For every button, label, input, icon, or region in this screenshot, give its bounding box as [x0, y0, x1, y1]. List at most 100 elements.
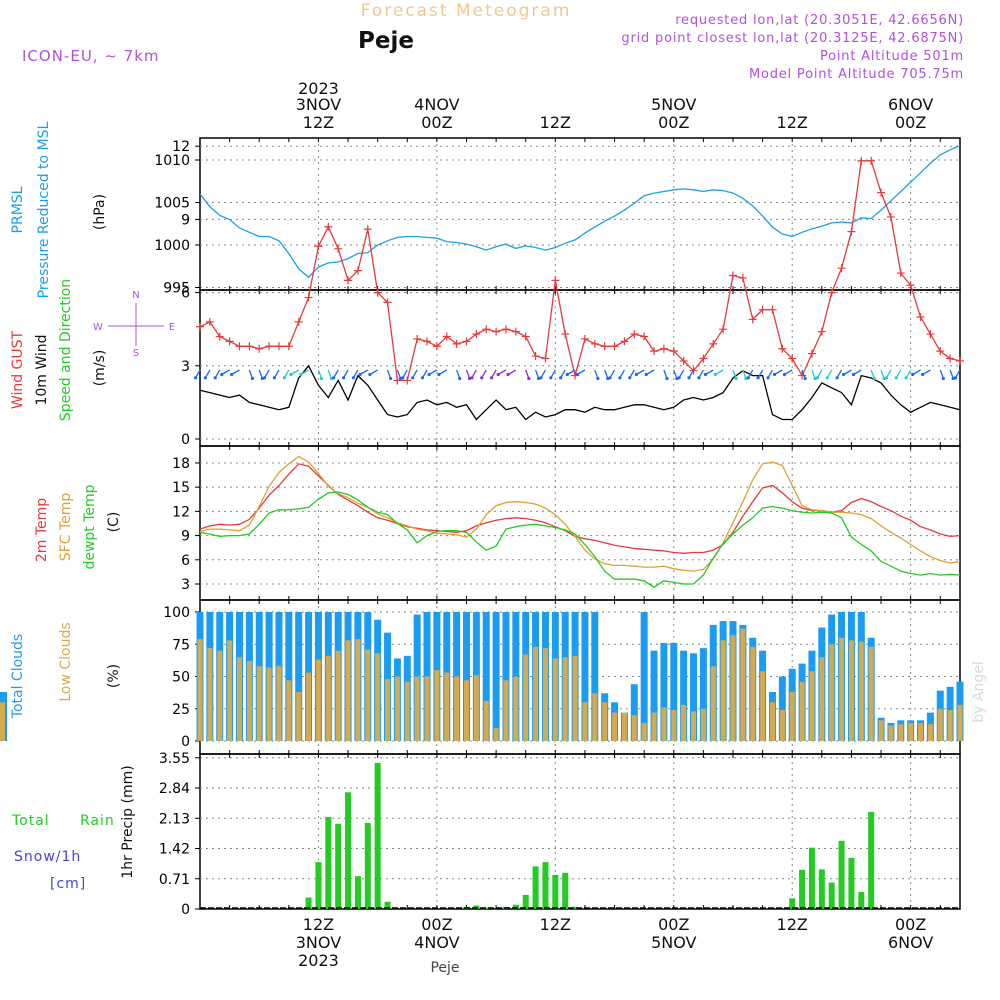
wind-direction-head — [677, 376, 681, 380]
total-cloud-bar — [670, 642, 678, 741]
panel-frame-1 — [199, 289, 961, 447]
low-cloud-bar — [612, 712, 618, 741]
gust-line-point — [531, 352, 540, 361]
rain-bar — [384, 901, 391, 909]
temp-label-2: SFC Temp — [58, 493, 74, 562]
wind-direction-head — [634, 372, 638, 377]
wind-direction-head — [953, 376, 958, 380]
ytick-label: 12 — [172, 139, 190, 155]
gust-line-point — [225, 337, 234, 346]
low-cloud-bar — [572, 655, 578, 741]
gust-line-point — [334, 244, 343, 253]
wind-direction-head — [332, 376, 336, 380]
low-cloud-bar — [918, 722, 924, 741]
chart-title: Forecast Meteogram — [361, 1, 572, 21]
total-cloud-bar — [690, 653, 698, 741]
wind-direction-head — [835, 376, 839, 380]
gust-line-point — [501, 325, 510, 334]
sfc-temp-line — [199, 455, 961, 572]
low-cloud-bar — [621, 712, 627, 741]
time-label-bottom: 00Z — [658, 915, 689, 934]
total-cloud-bar — [295, 612, 303, 741]
gust-line — [199, 160, 961, 382]
wind-unit: (m/s) — [92, 350, 108, 387]
gust-line-point — [640, 332, 649, 341]
rain-bar — [305, 897, 312, 909]
rain-bar — [848, 857, 855, 909]
wind-direction-head — [506, 372, 510, 377]
gust-line-point — [709, 339, 718, 348]
low-cloud-bar — [848, 640, 854, 741]
gust-line-point — [393, 376, 402, 385]
precip-label-cm: [cm] — [50, 876, 86, 892]
gust-line-point — [610, 342, 619, 351]
wind-direction-head — [894, 376, 898, 380]
gust-line-point — [728, 271, 737, 280]
low-cloud-bar — [365, 649, 371, 741]
total-cloud-bar — [640, 612, 648, 741]
time-label-top: 4NOV — [414, 95, 459, 114]
point-altitude: Point Altitude 501m — [820, 49, 964, 64]
ytick-label: 0 — [181, 902, 190, 918]
wind-line — [199, 364, 961, 421]
wind-direction-head — [527, 376, 531, 381]
low-cloud-bar — [691, 711, 697, 741]
time-label-bottom: 2023 — [298, 951, 339, 970]
gust-line-point — [442, 332, 451, 341]
total-cloud-bar — [699, 648, 707, 741]
time-label-top: 2023 — [298, 79, 339, 98]
temp-label-3: dewpt Temp — [82, 484, 98, 569]
wind-direction-head — [496, 372, 500, 377]
low-cloud-bar — [207, 648, 213, 741]
wind-direction-head — [697, 376, 701, 380]
gust-line-point — [719, 325, 728, 334]
rain-bar — [799, 869, 806, 909]
gust-line-point — [452, 339, 461, 348]
gust-line-point — [245, 342, 254, 351]
low-cloud-bar — [217, 650, 223, 741]
low-cloud-bar — [483, 701, 489, 741]
low-cloud-bar — [463, 680, 469, 741]
low-cloud-bar — [414, 676, 420, 741]
temp-label-1: 2m Temp — [34, 498, 50, 562]
ytick-label: 0 — [181, 734, 190, 750]
rain-bar — [552, 874, 559, 909]
ytick-label: 12 — [172, 504, 190, 520]
low-cloud-bar — [335, 650, 341, 741]
location-title: Peje — [358, 28, 414, 54]
low-cloud-bar — [227, 640, 233, 741]
ytick-label: 9 — [181, 212, 190, 228]
wind-direction-head — [703, 372, 708, 377]
temp-unit: (C) — [106, 512, 122, 533]
low-cloud-bar — [760, 671, 766, 741]
low-cloud-bar — [878, 720, 884, 741]
credit: by Angel — [971, 661, 987, 722]
wind-direction-head — [262, 376, 267, 380]
dewpt-line — [199, 491, 961, 588]
gust-line-point — [304, 293, 313, 302]
time-label-top: 00Z — [658, 113, 689, 132]
rain-bar — [562, 872, 569, 909]
gust-line-point — [650, 347, 659, 356]
wind-direction-head — [437, 372, 441, 377]
gust-line-point — [748, 315, 757, 324]
rain-bar — [789, 898, 796, 909]
low-cloud-bar — [266, 667, 272, 741]
low-cloud-bar — [236, 657, 242, 741]
wind-direction-head — [203, 376, 207, 380]
rain-bar — [345, 792, 352, 909]
wind-direction-head — [282, 376, 286, 380]
pressure-label-2: Pressure Reduced to MSL — [36, 121, 52, 298]
pressure-unit: (hPa) — [92, 194, 108, 230]
wind-direction-head — [608, 376, 612, 380]
rain-bar — [818, 869, 825, 909]
wind-direction-head — [427, 372, 431, 377]
low-cloud-bar — [898, 724, 904, 741]
gust-line-point — [511, 327, 520, 336]
low-cloud-bar — [493, 728, 499, 741]
ytick-label: 1010 — [154, 153, 190, 169]
rain-bar — [354, 876, 361, 909]
gust-line-point — [284, 342, 293, 351]
gust-line-point — [265, 342, 274, 351]
low-cloud-bar — [730, 635, 736, 741]
